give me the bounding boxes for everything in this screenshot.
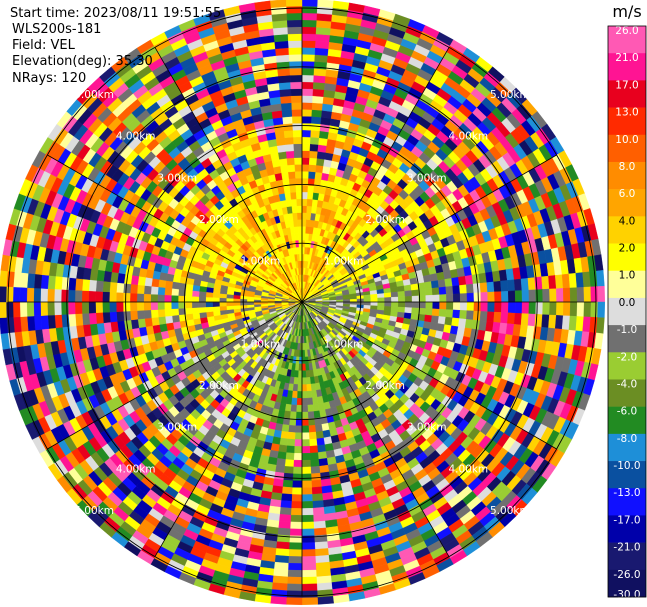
ring-label: 5.00km (74, 505, 114, 517)
colorbar-tick: -10.0 (613, 460, 640, 472)
colorbar-tick: -6.0 (617, 406, 638, 418)
azimuth-spoke (301, 154, 557, 303)
colorbar-tick: -8.0 (617, 433, 638, 445)
colorbar-tick: 17.0 (615, 79, 638, 91)
azimuth-spoke (154, 47, 303, 303)
velocity-gates (0, 0, 606, 606)
ring-label: 1.00km (324, 339, 364, 351)
colorbar-tick: -26.0 (613, 569, 640, 581)
ring-label: 2.00km (365, 380, 405, 392)
colorbar-swatch (608, 270, 646, 299)
colorbar-tick: 8.0 (619, 161, 636, 173)
azimuth-spoke (301, 301, 450, 557)
colorbar-tick: -4.0 (617, 378, 638, 390)
azimuth-spoke (47, 154, 303, 303)
colorbar-tick: 10.0 (615, 134, 638, 146)
colorbar-tick: -13.0 (613, 487, 640, 499)
colorbar-swatch (608, 352, 646, 380)
ring-label: 5.00km (74, 89, 114, 101)
ring-label: 3.00km (157, 422, 197, 434)
colorbar-tick: -17.0 (613, 514, 640, 526)
ring-label: 4.00km (448, 463, 488, 475)
device-label: WLS200s-181 (12, 22, 102, 37)
colorbar-swatch (608, 325, 646, 353)
colorbar-swatch (608, 515, 646, 543)
colorbar-swatch (608, 134, 646, 163)
colorbar-frame (607, 25, 647, 598)
colorbar-tick: 26.0 (615, 25, 638, 37)
colorbar-swatch (608, 406, 646, 435)
start-time-label: Start time: 2023/08/11 19:51:55 (10, 6, 222, 21)
colorbar-swatch (608, 488, 646, 516)
colorbar-tick: -30.0 (613, 589, 640, 601)
colorbar-swatch (608, 297, 646, 326)
ring-label: 5.00km (490, 505, 530, 517)
colorbar-tick: -2.0 (617, 351, 638, 363)
colorbar-swatch (608, 216, 646, 244)
colorbar-tick: -1.0 (617, 324, 638, 336)
colorbar-tick: 0.0 (619, 297, 636, 309)
ring-label: 1.00km (324, 255, 364, 267)
colorbar-tick: 4.0 (619, 215, 636, 227)
colorbar-swatch (608, 542, 646, 571)
ring-label: 4.00km (116, 131, 156, 143)
colorbar-swatch (608, 26, 646, 54)
azimuth-spoke (154, 301, 303, 557)
azimuth-spoke (301, 301, 557, 450)
ring-label: 2.00km (199, 214, 239, 226)
colorbar-tick: -21.0 (613, 542, 640, 554)
ring-label: 2.00km (199, 380, 239, 392)
ring-label: 3.00km (407, 172, 447, 184)
ring-label: 3.00km (407, 422, 447, 434)
colorbar-swatch (608, 433, 646, 462)
ring-label: 5.00km (490, 89, 530, 101)
ppi-plot: 1.00km 1.00km 1.00km 1.00km 2.00km 2.00km 2.00… (0, 0, 606, 606)
colorbar-tick: 6.0 (619, 188, 636, 200)
azimuth-spoke (301, 47, 450, 303)
ring-label: 4.00km (116, 463, 156, 475)
colorbar-unit: m/s (612, 2, 641, 21)
colorbar-swatch (608, 189, 646, 217)
ring-label: 3.00km (157, 172, 197, 184)
colorbar-swatch (608, 161, 646, 190)
ring-label: 4.00km (448, 131, 488, 143)
colorbar-tick: 21.0 (615, 52, 638, 64)
colorbar-swatch (608, 461, 646, 489)
colorbar-swatch (608, 53, 646, 81)
colorbar-swatch (608, 243, 646, 272)
colorbar-tick: 13.0 (615, 107, 638, 119)
ring-label: 1.00km (241, 339, 281, 351)
field-label: Field: VEL (12, 38, 75, 53)
ring-label: 1.00km (241, 255, 281, 267)
colorbar-swatch (608, 569, 646, 598)
nrays-label: NRays: 120 (12, 71, 87, 86)
colorbar-swatch (608, 107, 646, 136)
colorbar-tick: 1.0 (619, 270, 636, 282)
azimuth-spoke (47, 301, 303, 450)
elevation-label: Elevation(deg): 35.30 (12, 54, 153, 69)
colorbar-swatch (608, 80, 646, 108)
colorbar-swatch (608, 379, 646, 407)
ring-label: 2.00km (365, 214, 405, 226)
colorbar-tick: 2.0 (619, 243, 636, 255)
